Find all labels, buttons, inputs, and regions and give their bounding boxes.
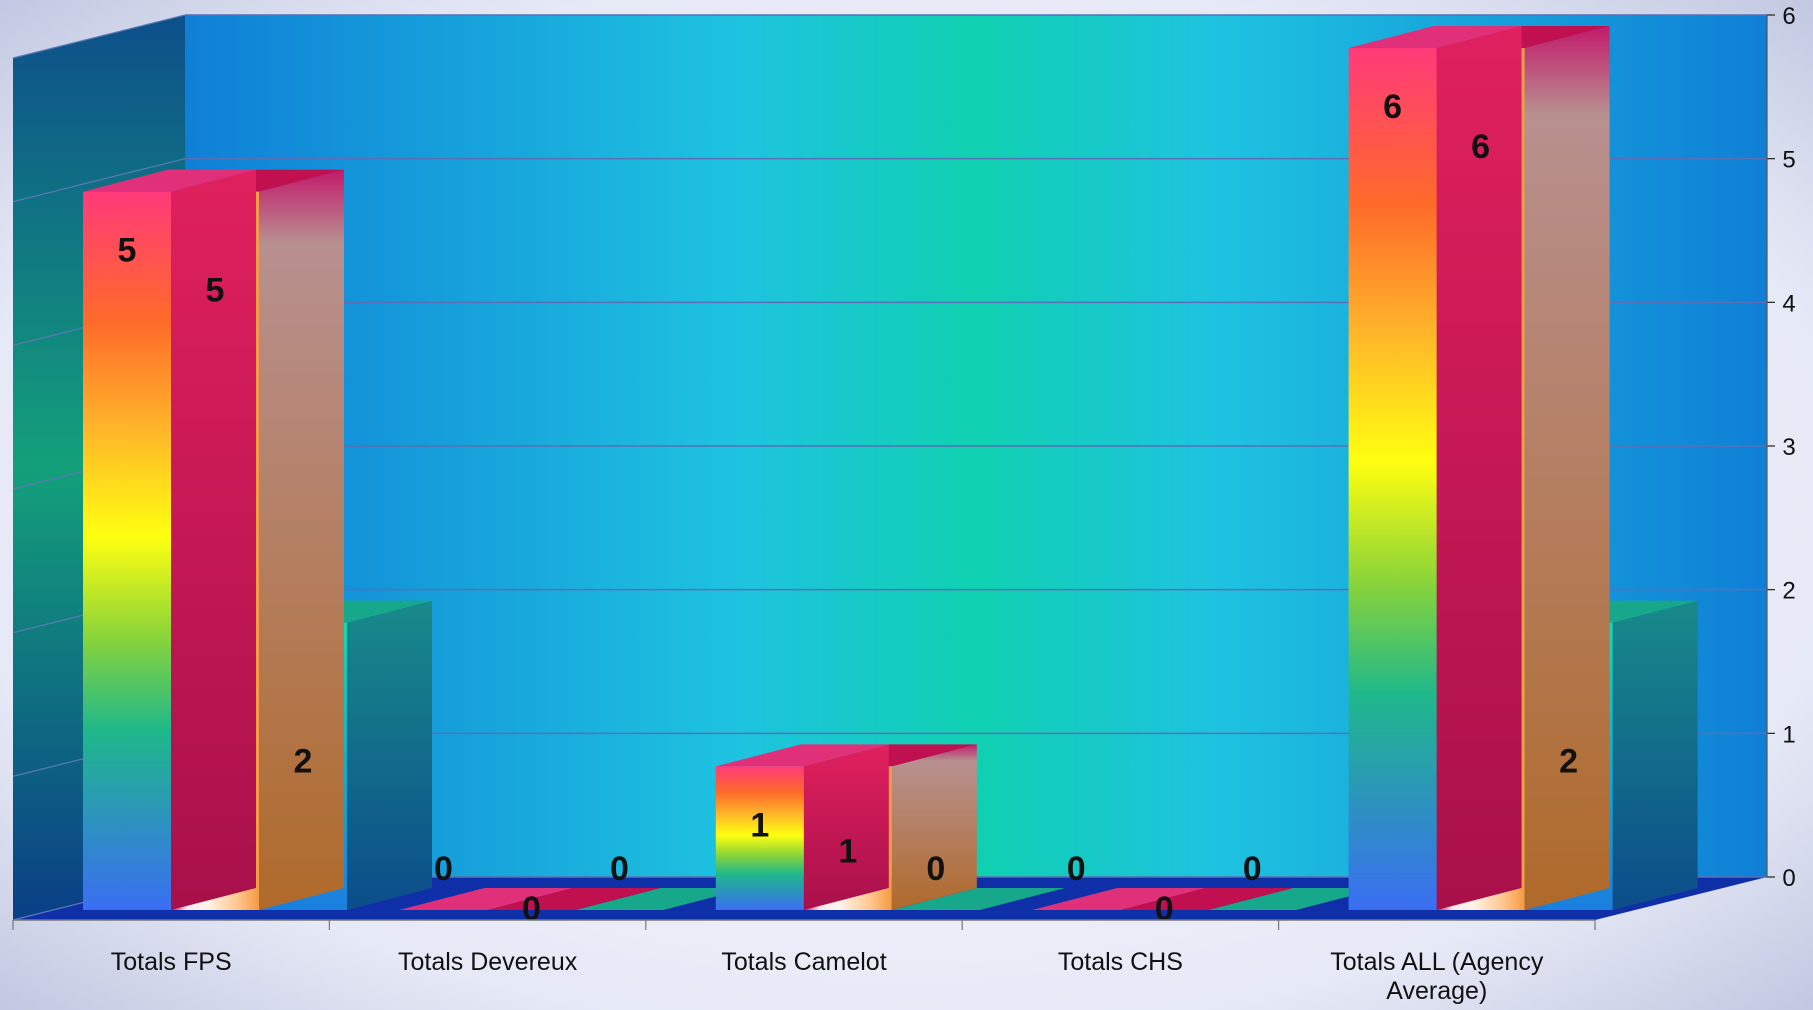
- x-tick-label: Totals CHS: [1058, 948, 1183, 976]
- data-label: 6: [1383, 88, 1402, 126]
- bar-side: [1612, 600, 1698, 910]
- x-tick-label: Totals FPS: [111, 948, 232, 976]
- gridline-side: [12, 14, 186, 59]
- bar-top: [1348, 26, 1522, 48]
- data-label: 2: [294, 743, 313, 781]
- bar: [575, 888, 749, 910]
- bar-front: [83, 191, 171, 910]
- bar: [715, 744, 889, 910]
- x-tick-label: Totals ALL (Agency Average): [1330, 948, 1544, 1005]
- y-tick-label: 0: [1782, 865, 1795, 892]
- bar: [1208, 888, 1382, 910]
- x-tick-label: Totals Devereux: [398, 948, 578, 976]
- y-tick-label: 4: [1782, 290, 1795, 317]
- data-label: 1: [838, 833, 857, 871]
- gridline-side: [12, 158, 186, 203]
- data-label: 0: [522, 890, 541, 928]
- bar: [1032, 888, 1206, 910]
- data-label: 0: [926, 850, 945, 888]
- bar-side: [259, 169, 344, 910]
- bar-top: [487, 888, 661, 910]
- data-label: 1: [750, 806, 769, 844]
- bar: [891, 888, 1065, 910]
- bar-side: [891, 744, 977, 910]
- y-tick-label: 5: [1782, 147, 1795, 174]
- bar-top: [1208, 888, 1382, 910]
- y-tick-label: 2: [1782, 578, 1795, 605]
- bar-side: [1524, 26, 1610, 910]
- bar-side: [347, 600, 432, 910]
- bar-top: [1120, 888, 1294, 910]
- data-label: 5: [206, 272, 225, 310]
- bar-side: [803, 744, 889, 910]
- data-label: 0: [434, 850, 453, 888]
- bar-top: [715, 744, 889, 767]
- bar-side: [1436, 26, 1522, 910]
- bar: [487, 888, 661, 910]
- bar-top: [1032, 888, 1206, 910]
- x-tick-label: Totals Camelot: [721, 948, 886, 976]
- data-label: 6: [1471, 128, 1490, 166]
- bar-top: [575, 888, 749, 910]
- bar-front: [1348, 48, 1437, 910]
- bar: [83, 169, 256, 910]
- y-tick-label: 1: [1782, 721, 1795, 748]
- bar-top: [891, 888, 1065, 910]
- y-tick-label: 6: [1782, 3, 1795, 30]
- data-label: 0: [1155, 890, 1174, 928]
- data-label: 5: [118, 232, 137, 270]
- bar: [1348, 26, 1522, 910]
- bar-side: [171, 169, 256, 910]
- data-label: 0: [1243, 850, 1262, 888]
- bar-top: [399, 888, 573, 910]
- bar-top: [83, 169, 256, 192]
- bar-front: [715, 766, 804, 910]
- y-tick-label: 3: [1782, 434, 1795, 461]
- data-label: 0: [1067, 850, 1086, 888]
- data-label: 2: [1559, 743, 1578, 781]
- data-label: 0: [610, 850, 629, 888]
- bar: [1120, 888, 1294, 910]
- bar: [399, 888, 573, 910]
